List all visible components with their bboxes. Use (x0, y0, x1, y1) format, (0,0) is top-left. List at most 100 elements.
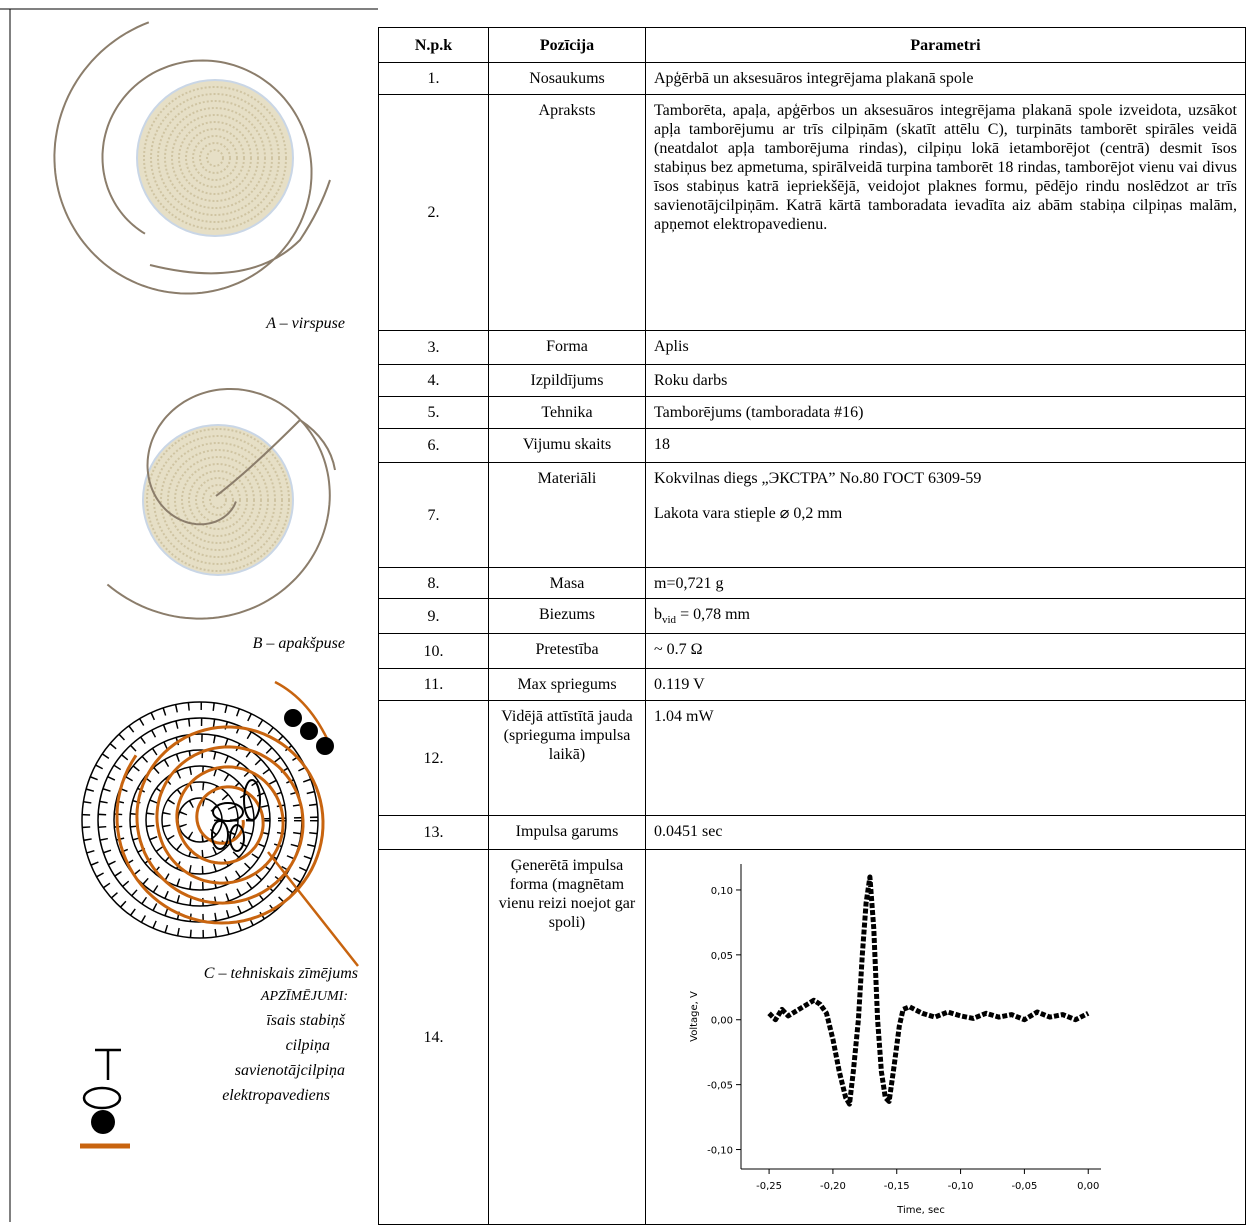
stitch-ticks (114, 734, 286, 906)
x-tick-label: -0,25 (756, 1181, 782, 1192)
legend-item: īsais stabiņš (266, 1012, 345, 1029)
row-number: 14. (378, 849, 489, 1225)
parameter-cell: m=0,721 g (645, 567, 1246, 599)
row-number: 8. (378, 567, 489, 599)
position-cell: Apraksts (488, 94, 646, 331)
parameter-cell: Kokvilnas diegs „ЭКСТРА” No.80 ГОСТ 6309… (645, 462, 1246, 568)
caption-b: B – apakšpuse (253, 635, 345, 652)
table-body: 1. Nosaukums Apģērbā un aksesuāros integrē… (378, 62, 1246, 1225)
row-number: 11. (378, 668, 489, 702)
row-number: 3. (378, 330, 489, 365)
parameter-cell: 18 (645, 428, 1246, 463)
legend-item: elektropavediens (222, 1087, 330, 1104)
row-number: 12. (378, 700, 489, 817)
header-cell: Parametri (645, 27, 1246, 63)
crochet-ring (185, 128, 245, 188)
x-tick-label: -0,10 (948, 1181, 974, 1192)
slip-stitch (316, 737, 334, 755)
crochet-ring (199, 142, 231, 174)
stitch-ticks (178, 798, 222, 842)
pulse-chart: -0,10 -0,05 0,00 0,05 0,10 -0,25 -0,20 -0,15 -0,… (689, 864, 1101, 1216)
table-row: 9. Biezums bvid = 0,78 mm (378, 597, 1246, 635)
position-cell: Vijumu skaits (488, 428, 646, 463)
row-number: 5. (378, 396, 489, 429)
crochet-ring (167, 449, 269, 551)
table-row: 14. Ģenerētā impulsa forma (magnētam vien… (378, 849, 1246, 1225)
parameter-cell: Roku darbs (645, 364, 1246, 397)
stitch-ring (81, 701, 319, 939)
slip-stitch (284, 709, 302, 727)
row-number: 7. (378, 462, 489, 568)
crochet-ring (150, 93, 280, 223)
table-row: 3. Forma Aplis (378, 330, 1246, 365)
row-number: 10. (378, 633, 489, 670)
crochet-ring (195, 477, 241, 523)
parameter-text: = 0,78 mm (676, 606, 750, 623)
parameter-cell: bvid = 0,78 mm (645, 597, 1246, 635)
crochet-ring (188, 470, 248, 530)
header-row: N.p.k Pozīcija Parametri (378, 27, 1246, 63)
technical-drawing (81, 680, 359, 967)
table-row: 7. Materiāli Kokvilnas diegs „ЭКСТРА” No.8… (378, 462, 1246, 568)
legend-item: cilpiņa (286, 1037, 330, 1054)
y-axis-label: Voltage, V (689, 991, 700, 1042)
stitch-ticks (82, 702, 318, 938)
caption-c: C – tehniskais zīmējums (204, 965, 358, 982)
position-cell: Nosaukums (488, 62, 646, 95)
header-cell: Pozīcija (488, 27, 646, 63)
legend-item: savienotājcilpiņa (235, 1062, 345, 1079)
crochet-ring (146, 428, 290, 572)
wire (53, 21, 331, 295)
parameter-cell: 0.0451 sec (645, 815, 1246, 851)
caption-a: A – virspuse (265, 315, 345, 332)
row-number: 6. (378, 428, 489, 463)
voltage-trace (767, 874, 1090, 1107)
parameter-table: N.p.k Pozīcija Parametri 1. Nosaukums Apģē… (378, 27, 1246, 1225)
slip-stitch (300, 722, 318, 740)
position-cell: Pretestība (488, 633, 646, 670)
symbol: b (654, 606, 662, 623)
crochet-ring (153, 435, 283, 565)
position-cell: Masa (488, 567, 646, 599)
crochet-ring (157, 100, 273, 216)
loop (229, 824, 245, 852)
crochet-ring (164, 107, 266, 209)
x-tick-label: 0,00 (1077, 1181, 1099, 1192)
table-row: 13. Impulsa garums 0.0451 sec (378, 815, 1246, 851)
row-number: 2. (378, 94, 489, 331)
crochet-ring (181, 463, 255, 537)
crochet-ring (178, 121, 252, 195)
row-number: 4. (378, 364, 489, 397)
x-axis-label: Time, sec (896, 1205, 945, 1216)
icon-slip-stitch (91, 1110, 115, 1134)
x-tick-label: -0,05 (1011, 1181, 1037, 1192)
parameter-cell: Aplis (645, 330, 1246, 365)
stitch-ticks (130, 750, 270, 890)
parameter-cell: ~ 0.7 Ω (645, 633, 1246, 670)
y-tick-label: -0,10 (707, 1146, 733, 1157)
legend-icons (80, 1048, 130, 1149)
subscript: vid (662, 614, 677, 627)
icon-loop (82, 1086, 122, 1110)
position-cell: Impulsa garums (488, 815, 646, 851)
figure-panel: A – virspuse B – apakšpuse C – tehniskai… (0, 8, 378, 1222)
table-row: 2. Apraksts Tamborēta, apaļa, apģērbos un … (378, 94, 1246, 331)
y-tick-label: -0,05 (707, 1081, 733, 1092)
table-row: 12. Vidējā attīstītā jauda (sprieguma imp… (378, 700, 1246, 817)
stitch-ticks (98, 718, 302, 922)
parameter-cell: 0.119 V (645, 668, 1246, 702)
x-tick-label: -0,15 (884, 1181, 910, 1192)
crochet-ring (206, 149, 224, 167)
loop (211, 820, 229, 850)
table-row: 10. Pretestība ~ 0.7 Ω (378, 633, 1246, 670)
row-number: 13. (378, 815, 489, 851)
parameter-line: Kokvilnas diegs „ЭКСТРА” No.80 ГОСТ 6309… (654, 470, 982, 487)
position-cell: Tehnika (488, 396, 646, 429)
parameter-cell: Tamborēta, apaļa, apģērbos un aksesuāros… (645, 94, 1246, 331)
position-cell: Materiāli (488, 462, 646, 568)
legend-title: APZĪMĒJUMI: (260, 988, 348, 1004)
table-row: 8. Masa m=0,721 g (378, 567, 1246, 599)
crochet-disc (136, 79, 294, 237)
table-row: 11. Max spriegums 0.119 V (378, 668, 1246, 702)
